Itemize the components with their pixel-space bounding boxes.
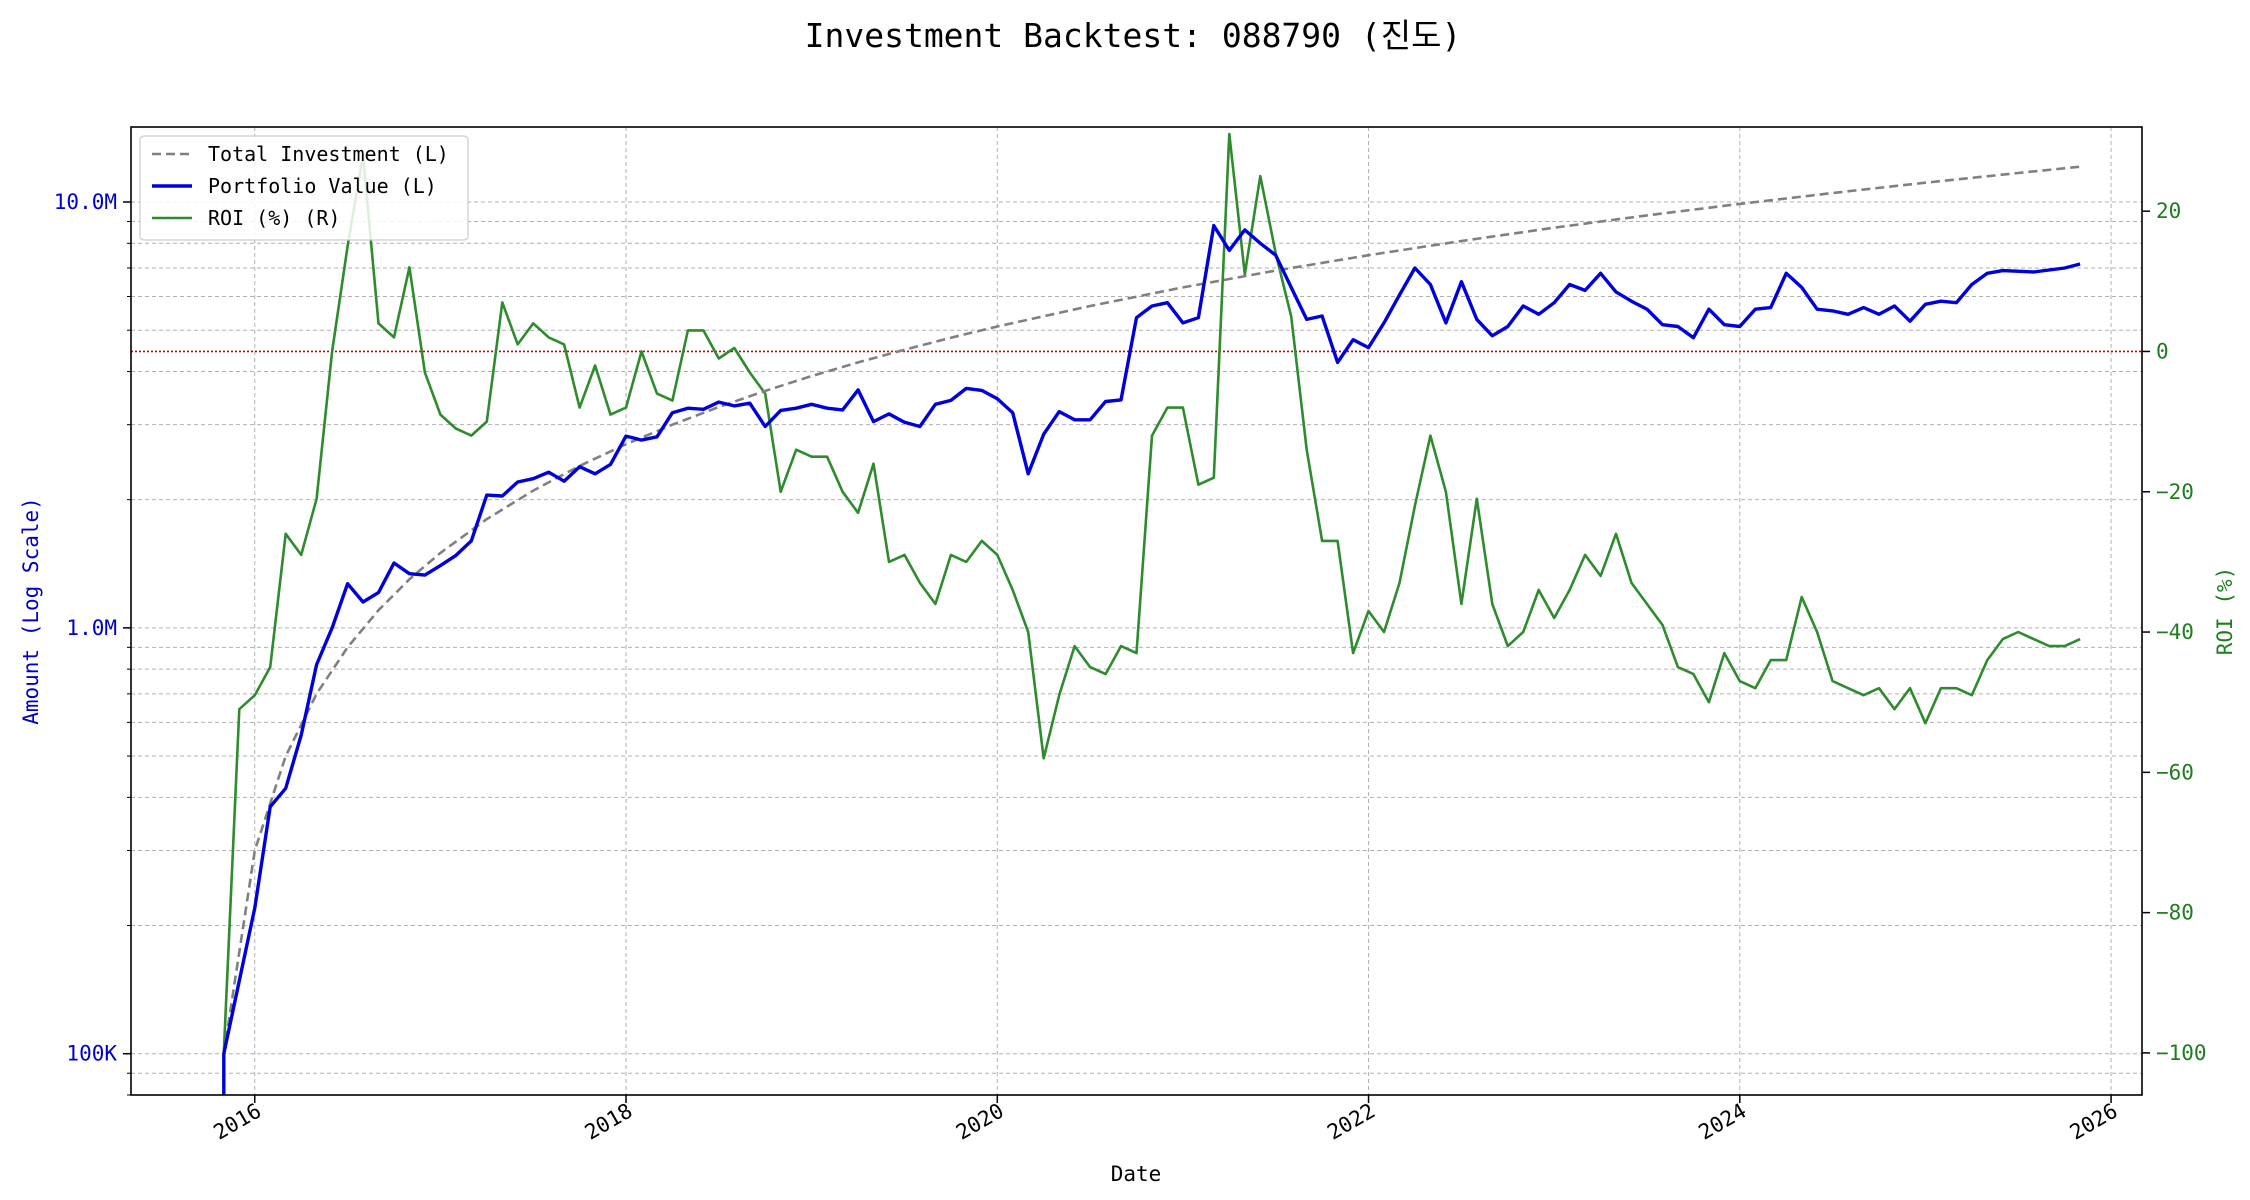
left-axis-label: Amount (Log Scale) bbox=[19, 497, 43, 725]
left-axis-ticks: 100K 1.0M 10.0M bbox=[54, 190, 131, 1096]
left-tick-label: 1.0M bbox=[66, 616, 117, 640]
legend: Total Investment (L) Portfolio Value (L)… bbox=[139, 135, 469, 241]
right-axis-label: ROI (%) bbox=[2213, 567, 2237, 656]
right-axis-ticks: 20 0 −20 −40 −60 −80 −100 bbox=[2142, 199, 2207, 1065]
x-tick-label: 2022 bbox=[1323, 1099, 1379, 1145]
right-tick-label: 0 bbox=[2156, 339, 2169, 363]
x-tick-label: 2018 bbox=[581, 1099, 637, 1145]
right-tick-label: −20 bbox=[2156, 480, 2194, 504]
x-tick-label: 2020 bbox=[952, 1099, 1008, 1145]
grid-lines bbox=[131, 127, 2142, 1096]
chart-title: Investment Backtest: 088790 (진도) bbox=[805, 16, 1462, 55]
x-tick-label: 2016 bbox=[209, 1099, 265, 1145]
right-tick-label: −40 bbox=[2156, 620, 2194, 644]
roi-line bbox=[222, 132, 2081, 1053]
plot-frame bbox=[130, 126, 2143, 1096]
right-tick-label: −80 bbox=[2156, 901, 2194, 925]
investment-line bbox=[222, 165, 2081, 1054]
x-tick-label: 2026 bbox=[2066, 1099, 2122, 1145]
x-axis-label: Date bbox=[1111, 1162, 1162, 1186]
series-lines bbox=[222, 132, 2081, 1095]
legend-label-portfolio: Portfolio Value (L) bbox=[208, 174, 437, 198]
legend-label-roi: ROI (%) (R) bbox=[208, 206, 340, 230]
right-tick-label: −60 bbox=[2156, 760, 2194, 784]
legend-label-investment: Total Investment (L) bbox=[208, 142, 449, 166]
legend-box bbox=[139, 135, 469, 241]
left-tick-label: 100K bbox=[66, 1042, 117, 1066]
right-tick-label: −100 bbox=[2156, 1041, 2207, 1065]
portfolio-line bbox=[222, 223, 2081, 1095]
right-tick-label: 20 bbox=[2156, 199, 2181, 223]
left-tick-label: 10.0M bbox=[54, 190, 117, 214]
x-tick-label: 2024 bbox=[1694, 1099, 1750, 1145]
x-axis-ticks: 2016 2018 2020 2022 2024 2026 bbox=[209, 1095, 2122, 1145]
